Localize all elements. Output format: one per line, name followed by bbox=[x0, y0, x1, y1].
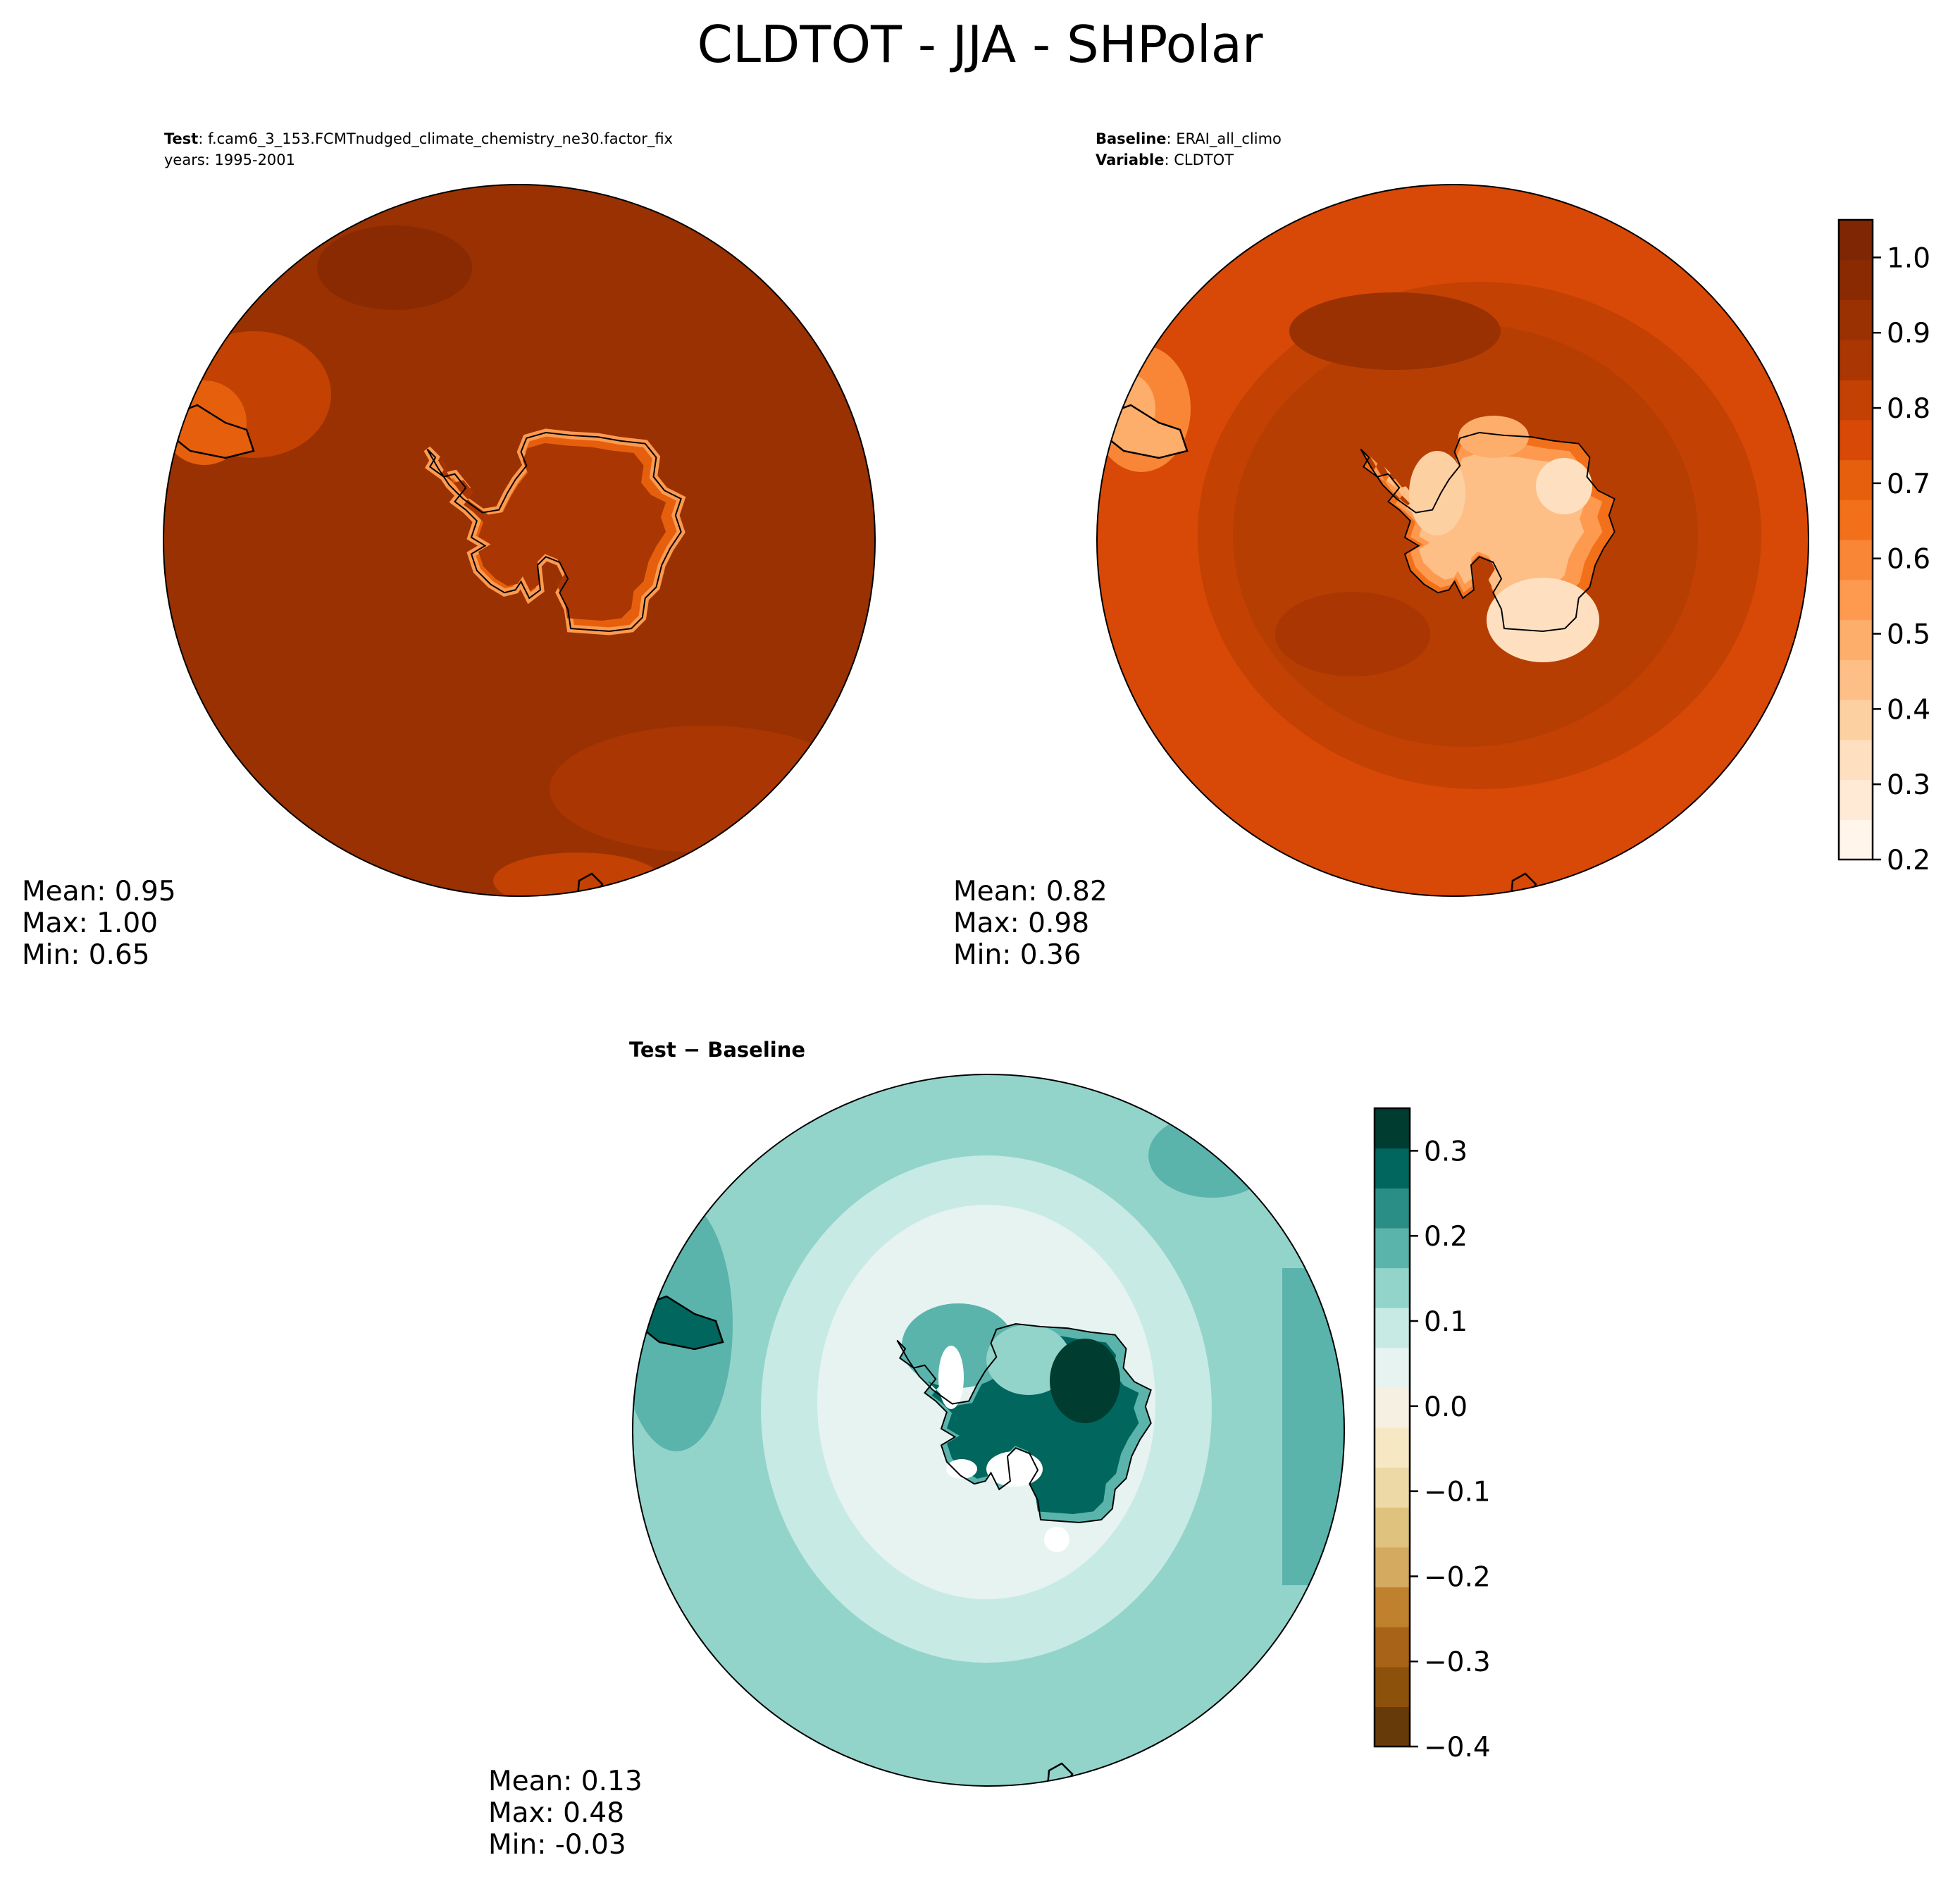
abs-colorbar-segment bbox=[1839, 419, 1873, 461]
diff-colorbar-tick-label: 0.2 bbox=[1424, 1221, 1468, 1253]
difference-max: Max: 0.48 bbox=[488, 1797, 624, 1829]
diff-colorbar-segment bbox=[1375, 1467, 1410, 1508]
diff-colorbar: −0.4 −0.3 −0.2 −0.1 0.0 0.1 0.2 0.3 bbox=[1373, 1107, 1491, 1763]
diff-colorbar-segment bbox=[1375, 1108, 1410, 1149]
test-years: years: 1995-2001 bbox=[164, 151, 295, 168]
abs-colorbar-segment bbox=[1839, 700, 1873, 740]
baseline-panel: Baseline: ERAI_all_climo Variable: CLDTO… bbox=[953, 130, 1809, 971]
difference-mean: Mean: 0.13 bbox=[488, 1766, 643, 1797]
diff-colorbar-tick-label: −0.3 bbox=[1424, 1647, 1491, 1678]
abs-colorbar-frame bbox=[1837, 218, 1874, 861]
abs-colorbar-tick-label: 0.7 bbox=[1887, 469, 1930, 500]
diff-colorbar-segment bbox=[1375, 1666, 1410, 1707]
abs-colorbar-tick-label: 0.9 bbox=[1887, 318, 1930, 349]
difference-panel: Test − Baseline Mean: 0.13 Max: 0 bbox=[488, 1038, 1345, 1861]
test-mean: Mean: 0.95 bbox=[22, 876, 176, 907]
figure-title: CLDTOT - JJA - SHPolar bbox=[697, 15, 1263, 74]
abs-colorbar-segment bbox=[1839, 299, 1873, 340]
test-max: Max: 1.00 bbox=[22, 907, 158, 939]
abs-colorbar-tick-label: 0.3 bbox=[1887, 769, 1930, 801]
abs-colorbar-segment bbox=[1839, 380, 1873, 421]
test-min: Min: 0.65 bbox=[22, 939, 150, 971]
baseline-label-text: : ERAI_all_climo bbox=[1167, 130, 1282, 148]
baseline-min: Min: 0.36 bbox=[953, 939, 1081, 971]
diff-colorbar-segment bbox=[1375, 1507, 1410, 1548]
diff-colorbar-tick-label: −0.2 bbox=[1424, 1561, 1491, 1593]
test-label-bold: Test bbox=[164, 130, 198, 147]
abs-colorbar-segment bbox=[1839, 619, 1873, 660]
test-label-text: : f.cam6_3_153.FCMTnudged_climate_chemis… bbox=[198, 130, 673, 148]
diff-colorbar-segment bbox=[1375, 1627, 1410, 1668]
diff-colorbar-frame bbox=[1373, 1107, 1411, 1748]
abs-colorbar-segment bbox=[1839, 340, 1873, 380]
diff-colorbar-tick-label: −0.4 bbox=[1424, 1732, 1491, 1763]
abs-colorbar-tick-label: 0.5 bbox=[1887, 619, 1930, 651]
diff-colorbar-segment bbox=[1375, 1706, 1410, 1747]
diff-colorbar-segment bbox=[1375, 1308, 1410, 1348]
abs-colorbar-tick-label: 1.0 bbox=[1887, 242, 1930, 274]
diff-colorbar-tick-label: 0.1 bbox=[1424, 1306, 1468, 1338]
diff-colorbar-segment bbox=[1375, 1347, 1410, 1388]
diff-colorbar-segment bbox=[1375, 1387, 1410, 1428]
abs-colorbar-segment bbox=[1839, 659, 1873, 700]
diff-colorbar-tick-label: 0.0 bbox=[1424, 1391, 1468, 1423]
test-polar-map bbox=[163, 185, 875, 896]
abs-colorbar-tick-label: 0.2 bbox=[1887, 845, 1930, 876]
baseline-max: Max: 0.98 bbox=[953, 907, 1089, 939]
difference-polar-map bbox=[633, 1074, 1344, 1786]
diff-colorbar-segment bbox=[1375, 1587, 1410, 1627]
diff-colorbar-tick-label: 0.3 bbox=[1424, 1136, 1468, 1167]
variable-label-text: : CLDTOT bbox=[1164, 151, 1234, 168]
abs-colorbar-segment bbox=[1839, 819, 1873, 860]
abs-colorbar-segment bbox=[1839, 739, 1873, 781]
diff-colorbar-segment bbox=[1375, 1427, 1410, 1468]
diff-colorbar-segment bbox=[1375, 1227, 1410, 1269]
baseline-map-boundary bbox=[1096, 184, 1809, 897]
baseline-label-bold: Baseline bbox=[1096, 130, 1167, 147]
baseline-polar-map bbox=[1097, 185, 1809, 896]
diff-colorbar-segment bbox=[1375, 1546, 1410, 1588]
difference-map-boundary bbox=[632, 1074, 1345, 1787]
test-map-boundary bbox=[163, 184, 876, 897]
abs-colorbar-segment bbox=[1839, 579, 1873, 621]
diff-colorbar-segment bbox=[1375, 1267, 1410, 1308]
variable-label: Variable: CLDTOT bbox=[1096, 151, 1234, 168]
difference-min: Min: -0.03 bbox=[488, 1829, 626, 1861]
abs-colorbar-tick-label: 0.8 bbox=[1887, 393, 1930, 425]
baseline-mean: Mean: 0.82 bbox=[953, 876, 1108, 907]
diff-colorbar-segment bbox=[1375, 1148, 1410, 1189]
abs-colorbar-segment bbox=[1839, 459, 1873, 500]
diff-colorbar-tick-label: −0.1 bbox=[1424, 1477, 1491, 1508]
abs-colorbar-segment bbox=[1839, 220, 1873, 261]
abs-colorbar: 0.2 0.3 0.4 0.5 0.6 0.7 0.8 0.9 1.0 bbox=[1837, 218, 1930, 876]
diff-colorbar-segment bbox=[1375, 1188, 1410, 1229]
abs-colorbar-segment bbox=[1839, 779, 1873, 820]
variable-label-bold: Variable bbox=[1096, 151, 1164, 168]
abs-colorbar-tick-label: 0.6 bbox=[1887, 544, 1930, 576]
baseline-label: Baseline: ERAI_all_climo bbox=[1096, 130, 1282, 148]
difference-title: Test − Baseline bbox=[629, 1038, 805, 1062]
abs-colorbar-segment bbox=[1839, 540, 1873, 581]
abs-colorbar-tick-label: 0.4 bbox=[1887, 694, 1930, 726]
abs-colorbar-segment bbox=[1839, 500, 1873, 540]
test-label: Test: f.cam6_3_153.FCMTnudged_climate_ch… bbox=[164, 130, 673, 148]
abs-colorbar-segment bbox=[1839, 259, 1873, 301]
test-panel: Test: f.cam6_3_153.FCMTnudged_climate_ch… bbox=[22, 130, 876, 971]
